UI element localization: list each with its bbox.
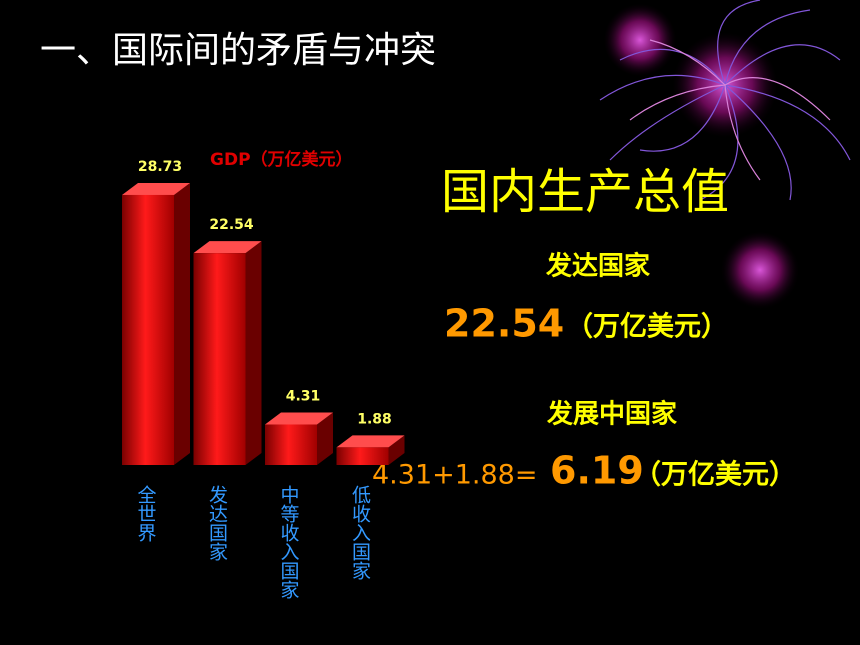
bar (122, 194, 174, 466)
heading: 国内生产总值 (441, 164, 729, 220)
bar-side (317, 412, 333, 465)
value-label: 4.31 (286, 388, 321, 404)
developing-value: 6.19 (550, 449, 644, 493)
category-label: 发达国家 (206, 485, 228, 561)
developed-unit: （万亿美元） (566, 311, 728, 343)
developed-label: 发达国家 (545, 251, 650, 282)
category-label: 低收入国家 (349, 485, 371, 580)
developing-expression: 4.31+1.88= (372, 460, 537, 491)
developing-unit: （万亿美元） (634, 459, 796, 491)
firework-decoration (599, 0, 851, 310)
chart-title: GDP（万亿美元） (210, 149, 353, 170)
bar-side (174, 182, 190, 466)
bar-top (193, 241, 262, 254)
bar (336, 447, 389, 465)
bar (193, 253, 246, 465)
slide-title: 一、国际间的矛盾与冲突 (40, 30, 436, 71)
bar (265, 424, 317, 465)
developing-label: 发展中国家 (546, 399, 677, 430)
value-label: 28.73 (138, 159, 182, 175)
bar-top (122, 182, 190, 195)
bar-side (245, 241, 262, 465)
value-label: 1.88 (357, 411, 392, 427)
category-label: 中等收入国家 (278, 485, 300, 599)
bar-side (388, 435, 405, 465)
value-label: 22.54 (209, 217, 254, 233)
developed-value: 22.54 (444, 302, 564, 346)
bar-top (336, 435, 405, 448)
category-label: 全世界 (135, 485, 157, 542)
bar-top (265, 412, 333, 425)
